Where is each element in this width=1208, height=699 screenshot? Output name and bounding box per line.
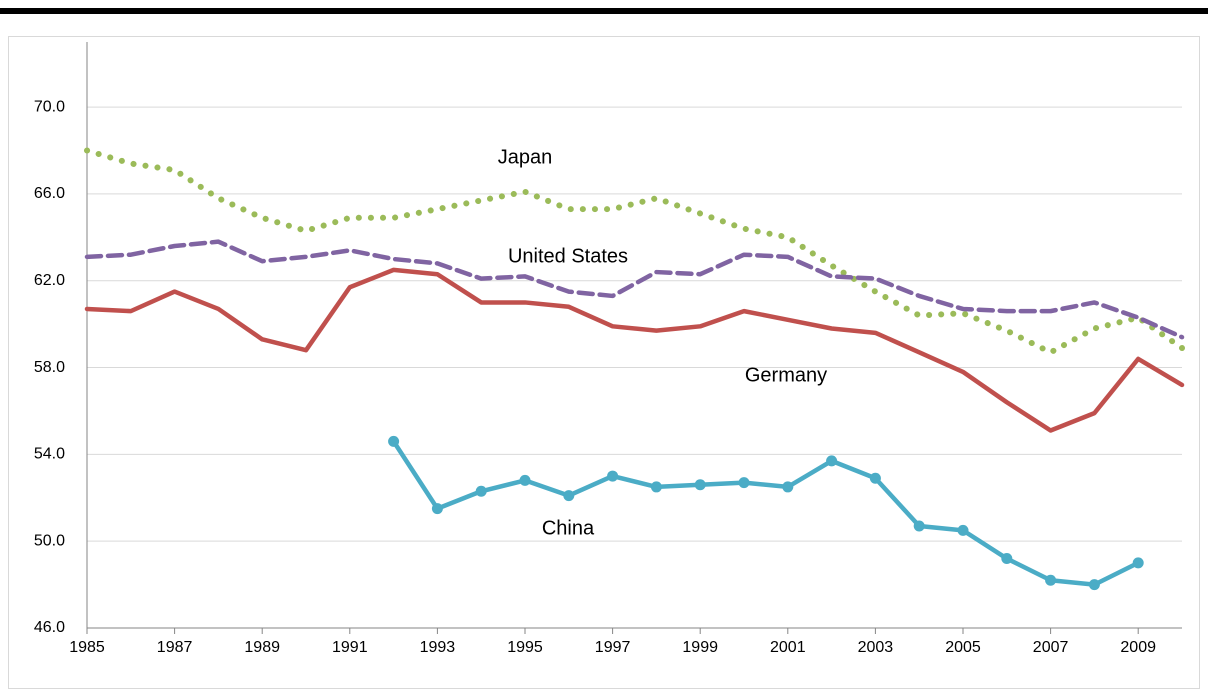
point	[607, 470, 619, 482]
point	[563, 490, 575, 502]
plot-area	[84, 147, 1185, 591]
point	[869, 472, 881, 484]
point	[826, 455, 838, 467]
series-label: China	[542, 517, 595, 539]
y-tick-label: 62.0	[34, 272, 65, 289]
x-tick-label: 1997	[595, 639, 631, 656]
x-tick-label: 2001	[770, 639, 806, 656]
x-tick-label: 1987	[157, 639, 193, 656]
top-rule	[0, 8, 1208, 14]
y-tick-label: 46.0	[34, 619, 65, 636]
series-line	[84, 267, 1185, 433]
point	[782, 481, 794, 493]
series-line	[391, 439, 1141, 587]
x-tick-label: 1993	[420, 639, 456, 656]
y-tick-label: 58.0	[34, 359, 65, 376]
point	[1045, 574, 1057, 586]
point	[957, 524, 969, 536]
series-label: United States	[508, 245, 628, 267]
point	[431, 503, 443, 515]
grid	[86, 42, 1182, 634]
point	[913, 520, 925, 532]
x-tick-label: 2009	[1120, 639, 1156, 656]
x-tick-label: 2007	[1033, 639, 1069, 656]
y-tick-label: 50.0	[34, 532, 65, 549]
point	[475, 485, 487, 497]
series-label: Japan	[498, 146, 553, 168]
y-tick-label: 54.0	[34, 446, 65, 463]
point	[650, 481, 662, 493]
x-tick-label: 1991	[332, 639, 368, 656]
x-tick-label: 1985	[69, 639, 105, 656]
y-tick-label: 70.0	[34, 98, 65, 115]
x-tick-label: 1989	[244, 639, 280, 656]
x-tick-label: 2003	[858, 639, 894, 656]
x-tick-label: 1999	[682, 639, 718, 656]
point	[738, 477, 750, 489]
series-line	[84, 239, 1185, 340]
point	[694, 479, 706, 491]
x-tick-label: 1995	[507, 639, 543, 656]
x-tick-label: 2005	[945, 639, 981, 656]
point	[1088, 579, 1100, 591]
point	[388, 435, 400, 447]
chart-border	[8, 36, 1200, 689]
series-label: Germany	[745, 364, 827, 386]
point	[519, 474, 531, 486]
point	[1001, 553, 1013, 565]
point	[1132, 557, 1144, 569]
series-line	[84, 147, 1185, 356]
y-tick-label: 66.0	[34, 185, 65, 202]
